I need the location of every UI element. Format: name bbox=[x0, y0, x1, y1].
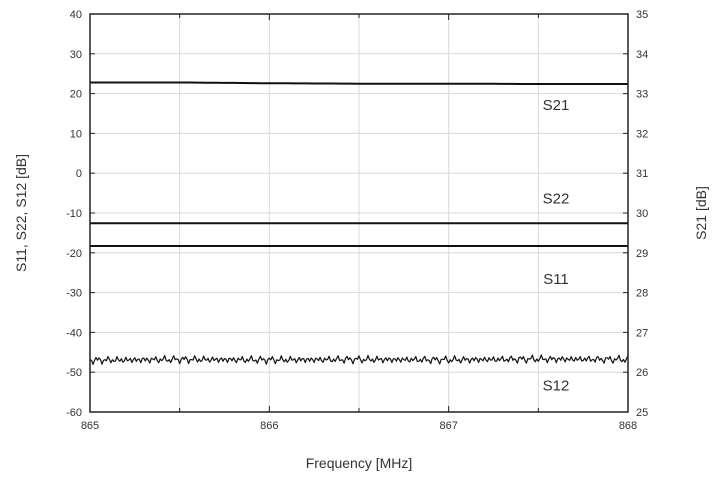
y-right-tick-label: 35 bbox=[636, 9, 648, 21]
right-y-axis-title: S21 [dB] bbox=[693, 186, 709, 240]
y-left-tick-label: 40 bbox=[70, 9, 82, 21]
y-right-tick-label: 31 bbox=[636, 168, 648, 180]
x-tick-label: 865 bbox=[81, 420, 99, 432]
series-label-s22: S22 bbox=[543, 190, 570, 207]
series-line-s12 bbox=[89, 354, 629, 365]
x-axis-title: Frequency [MHz] bbox=[306, 455, 413, 471]
y-left-tick-label: -40 bbox=[66, 327, 82, 339]
x-tick-label: 867 bbox=[439, 420, 457, 432]
x-tick-label: 866 bbox=[260, 420, 278, 432]
left-y-axis-title: S11, S22, S12 [dB] bbox=[13, 154, 29, 272]
series-traces bbox=[89, 81, 629, 365]
y-right-tick-label: 25 bbox=[636, 407, 648, 419]
series-label-s12: S12 bbox=[543, 377, 570, 394]
y-left-tick-label: -20 bbox=[66, 248, 82, 260]
y-right-tick-label: 29 bbox=[636, 248, 648, 260]
y-left-tick-label: 0 bbox=[76, 168, 82, 180]
x-tick-label: 868 bbox=[619, 420, 637, 432]
series-label-s21: S21 bbox=[543, 97, 570, 114]
y-left-tick-label: -50 bbox=[66, 367, 82, 379]
tick-marks bbox=[89, 13, 629, 413]
y-left-tick-label: -60 bbox=[66, 407, 82, 419]
y-left-tick-label: 10 bbox=[70, 128, 82, 140]
y-left-tick-label: 20 bbox=[70, 89, 82, 101]
y-left-tick-label: -30 bbox=[66, 288, 82, 300]
y-right-tick-label: 26 bbox=[636, 367, 648, 379]
y-right-tick-label: 32 bbox=[636, 128, 648, 140]
y-right-tick-label: 28 bbox=[636, 288, 648, 300]
y-right-tick-label: 33 bbox=[636, 89, 648, 101]
series-labels: S21 S22 S11 S12 bbox=[543, 97, 570, 394]
y-right-tick-label: 27 bbox=[636, 327, 648, 339]
series-label-s11: S11 bbox=[543, 271, 569, 288]
y-left-tick-label: -10 bbox=[66, 208, 82, 220]
grid-lines bbox=[90, 14, 628, 412]
series-line-s21 bbox=[90, 81, 628, 85]
y-left-tick-label: 30 bbox=[70, 49, 82, 61]
tick-labels: 865 866 867 868 40 30 20 10 0 -10 -20 -30 -40 -50 -60 3… bbox=[66, 9, 648, 432]
y-right-tick-label: 30 bbox=[636, 208, 648, 220]
y-right-tick-label: 34 bbox=[636, 49, 648, 61]
